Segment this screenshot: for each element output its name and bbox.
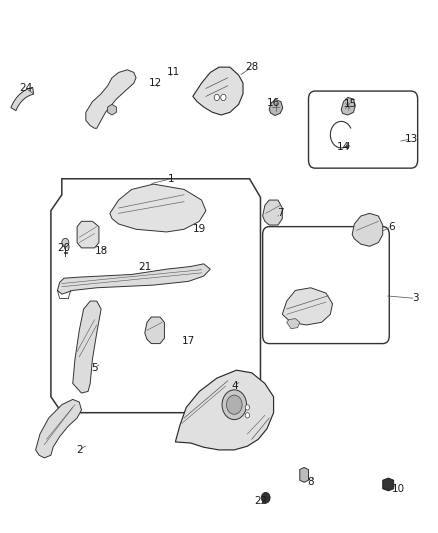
Text: 15: 15	[343, 99, 357, 109]
Text: 21: 21	[138, 262, 152, 271]
Text: 19: 19	[193, 224, 206, 235]
Circle shape	[222, 390, 247, 419]
Circle shape	[62, 238, 69, 247]
Text: 14: 14	[337, 142, 350, 152]
Text: 17: 17	[182, 336, 195, 346]
Text: 24: 24	[19, 83, 33, 93]
Polygon shape	[11, 87, 34, 111]
Text: 7: 7	[277, 208, 283, 219]
Text: 8: 8	[307, 477, 314, 487]
Text: 11: 11	[166, 68, 180, 77]
Text: 4: 4	[231, 381, 237, 391]
Polygon shape	[57, 264, 210, 294]
Text: 28: 28	[245, 62, 258, 72]
Polygon shape	[73, 301, 101, 393]
Polygon shape	[283, 288, 332, 325]
Circle shape	[221, 94, 226, 101]
Polygon shape	[352, 213, 383, 246]
Polygon shape	[145, 317, 164, 344]
Polygon shape	[110, 184, 206, 232]
Polygon shape	[263, 200, 283, 225]
Text: 22: 22	[254, 496, 267, 506]
Polygon shape	[193, 67, 243, 115]
Text: 3: 3	[412, 293, 419, 303]
Polygon shape	[341, 98, 355, 115]
Polygon shape	[86, 70, 136, 128]
Polygon shape	[383, 478, 394, 491]
FancyBboxPatch shape	[308, 91, 418, 168]
Polygon shape	[77, 221, 99, 248]
Circle shape	[245, 405, 250, 410]
Polygon shape	[269, 100, 283, 116]
Text: 1: 1	[168, 174, 174, 184]
Circle shape	[261, 492, 270, 503]
Text: 20: 20	[57, 243, 71, 253]
Polygon shape	[108, 104, 117, 115]
Polygon shape	[287, 319, 300, 329]
Circle shape	[214, 94, 219, 101]
Circle shape	[245, 413, 250, 418]
FancyBboxPatch shape	[263, 227, 389, 344]
Text: 16: 16	[267, 98, 280, 108]
Text: 2: 2	[76, 445, 83, 455]
Polygon shape	[175, 370, 274, 450]
Polygon shape	[300, 467, 308, 482]
Text: 6: 6	[388, 222, 395, 232]
Text: 10: 10	[392, 484, 405, 494]
Text: 5: 5	[91, 362, 98, 373]
Polygon shape	[35, 399, 81, 458]
Text: 13: 13	[404, 134, 418, 144]
Text: 18: 18	[95, 246, 108, 255]
Text: 12: 12	[149, 78, 162, 88]
Circle shape	[226, 395, 242, 414]
